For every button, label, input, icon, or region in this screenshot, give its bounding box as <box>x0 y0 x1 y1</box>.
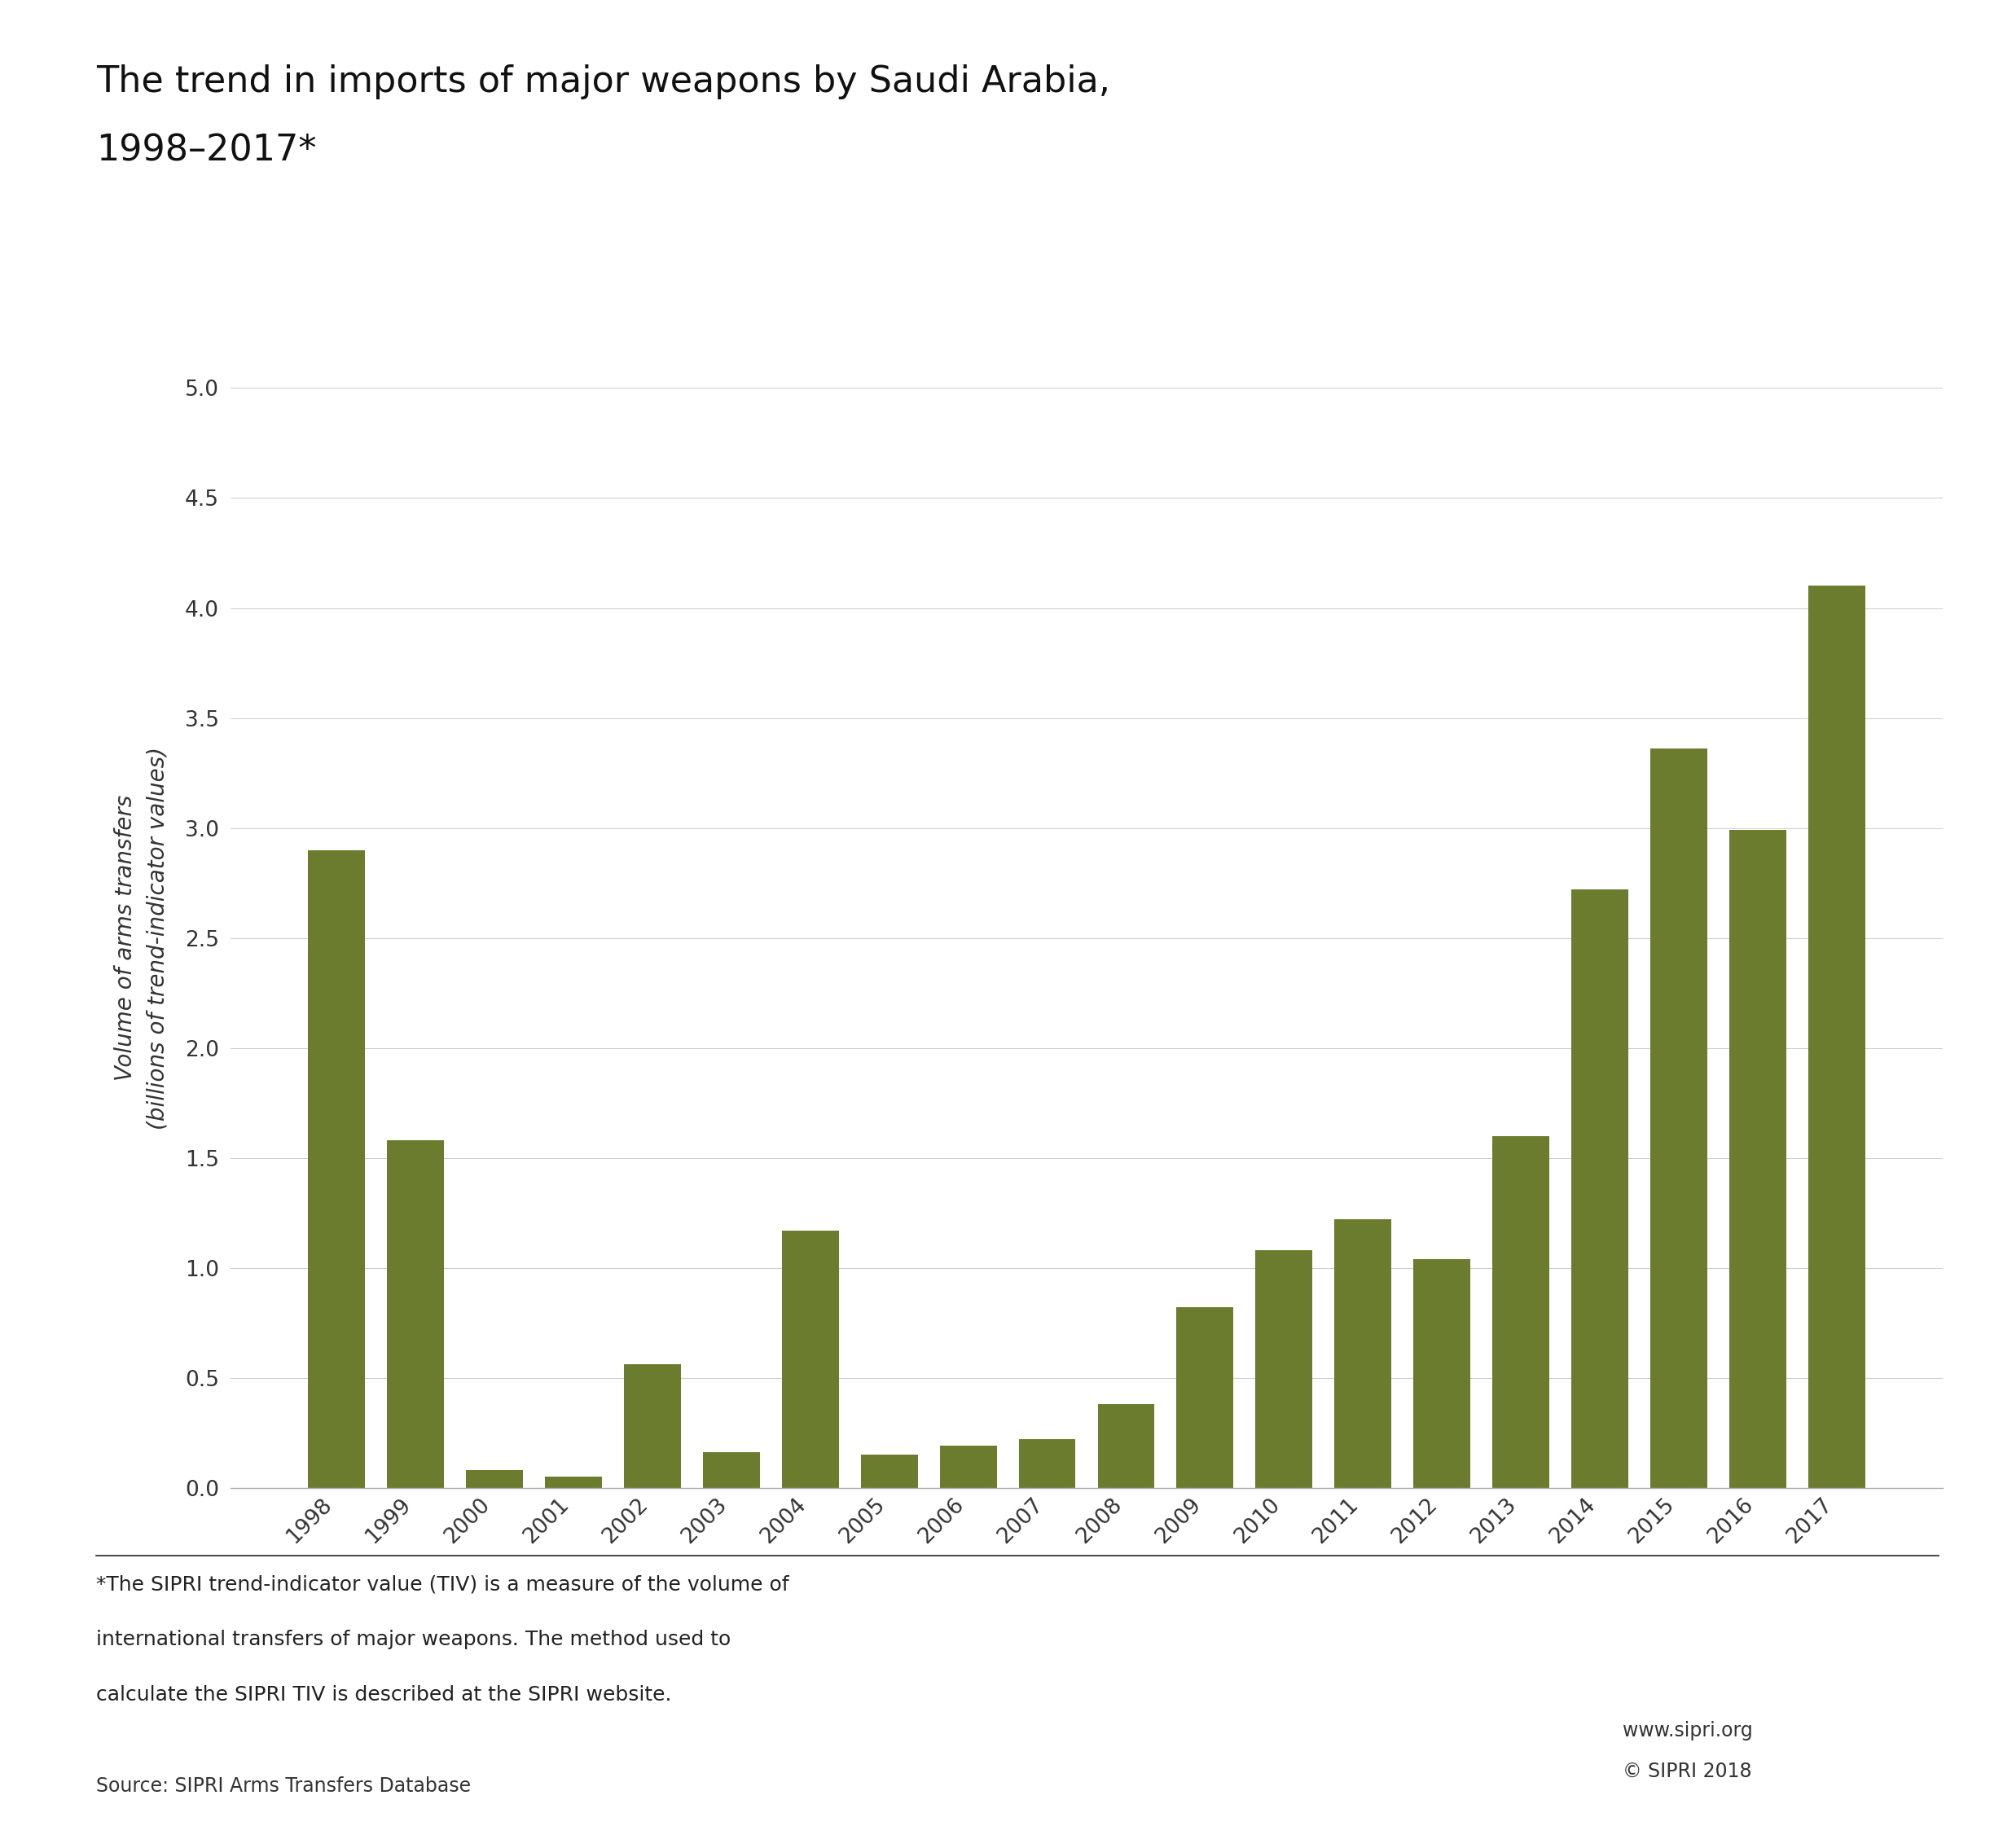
Text: Source: SIPRI Arms Transfers Database: Source: SIPRI Arms Transfers Database <box>96 1776 471 1796</box>
Text: The trend in imports of major weapons by Saudi Arabia,: The trend in imports of major weapons by… <box>96 65 1110 100</box>
Bar <box>861 1454 917 1488</box>
Bar <box>545 1477 601 1488</box>
Text: international transfers of major weapons. The method used to: international transfers of major weapons… <box>96 1630 731 1650</box>
Bar <box>1650 748 1707 1488</box>
Text: calculate the SIPRI TIV is described at the SIPRI website.: calculate the SIPRI TIV is described at … <box>96 1685 671 1706</box>
Text: 1998–2017*: 1998–2017* <box>96 133 316 168</box>
Bar <box>1729 830 1787 1488</box>
Y-axis label: Volume of arms transfers
(billions of trend-indicator values): Volume of arms transfers (billions of tr… <box>114 747 168 1129</box>
Bar <box>1492 1137 1548 1488</box>
Bar <box>1334 1220 1392 1488</box>
Bar <box>467 1469 523 1488</box>
Bar <box>1020 1440 1076 1488</box>
Bar <box>781 1231 839 1488</box>
Bar <box>703 1453 759 1488</box>
Bar <box>1098 1404 1154 1488</box>
Bar <box>625 1364 681 1488</box>
Bar <box>1809 586 1865 1488</box>
Bar <box>939 1445 997 1488</box>
Bar <box>308 850 365 1488</box>
Text: www.sipri.org: www.sipri.org <box>1622 1720 1753 1741</box>
Bar <box>1256 1249 1312 1488</box>
Bar <box>1572 889 1628 1488</box>
Bar <box>387 1140 445 1488</box>
Text: *The SIPRI trend-indicator value (TIV) is a measure of the volume of: *The SIPRI trend-indicator value (TIV) i… <box>96 1574 789 1595</box>
Text: © SIPRI 2018: © SIPRI 2018 <box>1622 1761 1753 1781</box>
Bar <box>1414 1258 1470 1488</box>
Text: sipri: sipri <box>1809 1713 1885 1746</box>
Bar <box>1176 1307 1234 1488</box>
